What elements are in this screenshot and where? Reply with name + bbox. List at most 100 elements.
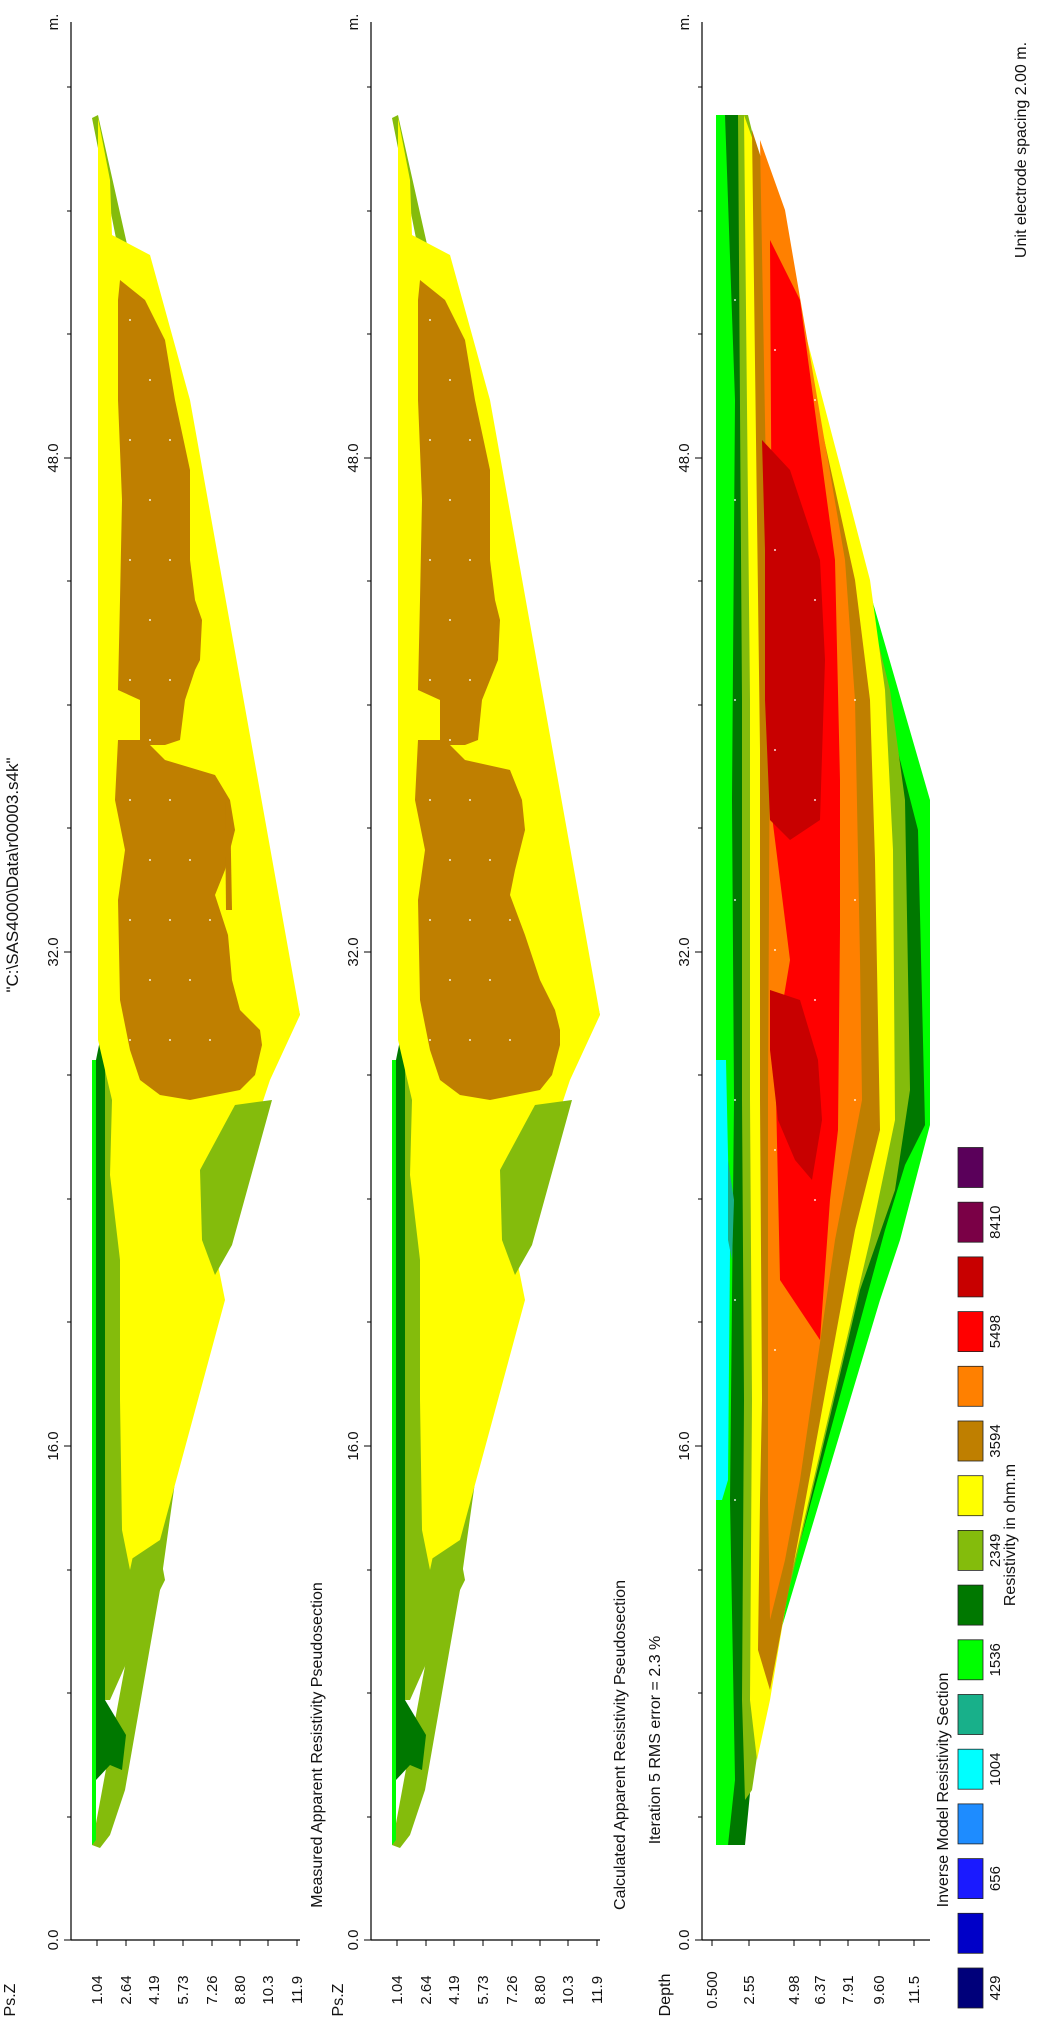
legend-labels: 429 656 1004 1536 2349 3594 5498 8410	[987, 1206, 1004, 2001]
measured-y-tick-2: 4.19	[146, 1975, 163, 2004]
measured-y-tick-4: 7.26	[204, 1975, 221, 2004]
calculated-x-tick-2: 32.0	[345, 937, 362, 966]
legend-swatch	[957, 1639, 984, 1681]
calculated-contour-fill	[392, 115, 600, 1848]
measured-y-tick-1: 2.64	[118, 1975, 135, 2004]
calculated-y-ticks	[396, 1940, 598, 1946]
inverse-x-ticks	[695, 86, 702, 1941]
inverse-y-tick-5: 9.60	[871, 1975, 888, 2004]
legend-label: 1536	[987, 1643, 1004, 1676]
measured-y-tick-7: 11.9	[289, 1976, 306, 2004]
legend-swatch	[957, 1748, 984, 1790]
figure-title: "C:\SAS4000\Data\r00003.s4k"	[3, 757, 22, 992]
inverse-model-panel: 0.0 16.0 32.0 48.0 m. Depth 0.500 2.55 4…	[647, 14, 930, 2017]
calculated-x-unit: m.	[345, 14, 362, 31]
electrode-spacing-note: Unit electrode spacing 2.00 m.	[1013, 42, 1030, 258]
legend-swatch	[957, 1147, 984, 1188]
calculated-y-tick-2: 4.19	[446, 1975, 463, 2004]
legend-swatches	[957, 1147, 984, 2009]
measured-depth-label: Ps.Z	[2, 1983, 19, 2016]
inverse-distance-axis	[701, 22, 930, 1941]
calculated-band-lightgreen-wedge	[500, 1100, 572, 1275]
calculated-x-tick-3: 48.0	[345, 443, 362, 472]
legend-label: 8410	[987, 1206, 1004, 1239]
measured-x-tick-2: 32.0	[45, 937, 62, 966]
inverse-depth-label: Depth	[657, 1974, 674, 2017]
measured-band-yellow-lower	[128, 1160, 225, 1560]
measured-datapoint-grid	[129, 319, 211, 1041]
legend-swatch	[957, 1584, 984, 1626]
measured-y-ticks	[96, 1940, 298, 1946]
calculated-y-tick-6: 10.3	[560, 1975, 577, 2004]
legend-swatch	[957, 1365, 984, 1407]
inverse-datapoint-grid	[734, 299, 856, 1501]
inverse-contour-fill	[716, 115, 930, 1845]
inverse-x-tick-0: 0.0	[676, 1930, 693, 1951]
measured-band-brown	[115, 280, 262, 1100]
legend-swatch	[957, 1420, 984, 1462]
calculated-y-tick-1: 2.64	[418, 1975, 435, 2004]
legend-swatch	[957, 1475, 984, 1517]
legend-swatch	[957, 1530, 984, 1571]
legend-swatch	[957, 1311, 984, 1352]
calculated-pseudosection-panel: 0.0 16.0 32.0 48.0 m. Ps.Z 1.04 2.64 4.1…	[330, 14, 629, 2017]
calculated-x-tick-1: 16.0	[345, 1431, 362, 1460]
legend-swatch	[957, 1694, 984, 1735]
inverse-band-cyan-shallow	[716, 1060, 730, 1500]
calculated-band-yellow-lower	[428, 1160, 525, 1560]
measured-x-unit: m.	[45, 14, 62, 31]
legend-title: Inverse Model Resistivity Section	[935, 1673, 952, 1908]
calculated-y-tick-4: 7.26	[504, 1975, 521, 2004]
inverse-y-ticks	[711, 1940, 915, 1946]
calculated-y-tick-5: 8.80	[532, 1975, 549, 2004]
inverse-y-tick-4: 7.91	[840, 1975, 857, 2004]
inverse-x-tick-2: 32.0	[676, 937, 693, 966]
inverse-band-teal-shallow	[728, 1160, 734, 1260]
measured-vertical-streak	[225, 800, 232, 910]
calculated-x-ticks	[364, 86, 371, 1941]
legend-label: 656	[987, 1866, 1004, 1891]
legend-swatch	[957, 1803, 984, 1845]
inverse-band-darkred-upper	[762, 440, 825, 840]
measured-y-tick-0: 1.04	[89, 1975, 106, 2004]
measured-band-darkgreen	[96, 1030, 126, 1780]
legend-swatch	[957, 1201, 984, 1243]
inverse-y-tick-0: 0.500	[704, 1971, 721, 2009]
measured-contour-fill	[92, 115, 300, 1848]
calculated-depth-label: Ps.Z	[330, 1983, 347, 2016]
calculated-x-tick-0: 0.0	[345, 1930, 362, 1951]
legend-swatch	[957, 1858, 984, 1899]
calculated-y-tick-3: 5.73	[475, 1975, 492, 2004]
inverse-x-tick-3: 48.0	[676, 443, 693, 472]
measured-y-tick-6: 10.3	[260, 1975, 277, 2004]
measured-band-green	[92, 1060, 96, 1845]
calculated-band-green	[392, 1060, 396, 1845]
calculated-band-brown	[415, 280, 560, 1100]
inverse-y-tick-6: 11.5	[906, 1976, 923, 2004]
legend-label: 2349	[987, 1534, 1004, 1567]
calculated-y-tick-7: 11.9	[589, 1976, 606, 2004]
calculated-datapoint-grid	[429, 319, 511, 1041]
resistivity-legend: Inverse Model Resistivity Section Resist…	[935, 1147, 1019, 2009]
legend-label: 429	[987, 1975, 1004, 2000]
measured-band-lightgreen-wedge	[200, 1100, 272, 1275]
inverse-y-tick-1: 2.55	[741, 1975, 758, 2004]
legend-label: 5498	[987, 1315, 1004, 1348]
measured-x-tick-1: 16.0	[45, 1431, 62, 1460]
measured-pseudosection-panel: 0.0 16.0 32.0 48.0 m. Ps.Z 1.04 2.64 4.1…	[2, 14, 326, 2017]
legend-swatch	[957, 1256, 984, 1298]
legend-swatch	[957, 1967, 984, 2009]
measured-y-tick-3: 5.73	[175, 1975, 192, 2004]
measured-y-tick-5: 8.80	[232, 1975, 249, 2004]
inverse-x-unit: m.	[676, 14, 693, 31]
calculated-distance-axis	[370, 22, 600, 1941]
measured-x-tick-3: 48.0	[45, 443, 62, 472]
measured-x-tick-0: 0.0	[45, 1930, 62, 1951]
inverse-y-tick-3: 6.37	[812, 1975, 829, 2004]
legend-unit: Resistivity in ohm.m	[1002, 1464, 1019, 1606]
legend-label: 1004	[987, 1753, 1004, 1786]
calculated-panel-title: Calculated Apparent Resistivity Pseudose…	[612, 1580, 629, 1910]
measured-distance-axis	[70, 22, 300, 1941]
inverse-panel-title: Iteration 5 RMS error = 2.3 %	[647, 1636, 664, 1845]
